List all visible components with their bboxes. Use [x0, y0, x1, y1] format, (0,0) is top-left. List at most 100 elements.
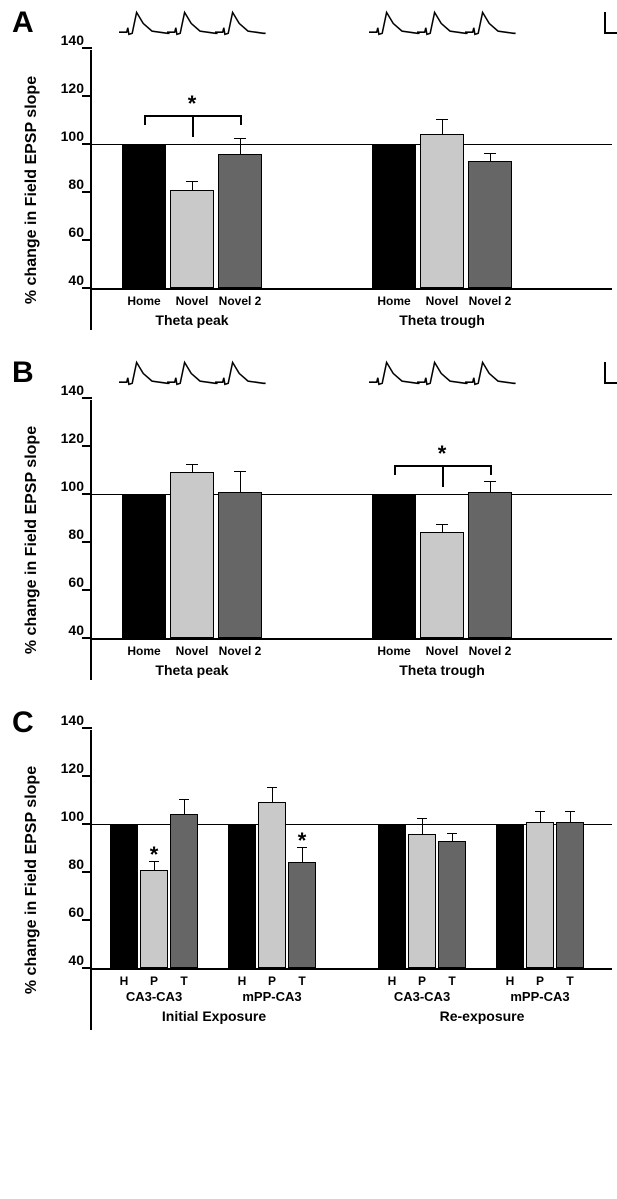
- x-tick-label: H: [120, 974, 129, 988]
- bar: [496, 824, 524, 968]
- y-tick-label: 60: [50, 224, 84, 240]
- bar: [218, 492, 262, 638]
- sig-bracket-leg: [394, 465, 396, 475]
- sig-bracket: [144, 115, 192, 117]
- error-bar: [570, 812, 571, 822]
- sig-bracket: [442, 465, 490, 467]
- panel-a-label: A: [12, 6, 34, 40]
- y-tick-label: 40: [50, 952, 84, 968]
- ylabel-c: % change in Field EPSP slope: [23, 766, 41, 994]
- x-tick-label: P: [536, 974, 544, 988]
- bar: [420, 134, 464, 288]
- error-cap: [436, 524, 448, 525]
- x-tick-label: Home: [127, 644, 160, 658]
- epsp-trace: [215, 8, 270, 41]
- error-bar: [442, 525, 443, 532]
- epsp-trace: [417, 358, 472, 391]
- sig-asterisk: *: [298, 828, 307, 854]
- scale-bar-v: [604, 362, 606, 382]
- bar: [468, 161, 512, 288]
- bar: [468, 492, 512, 638]
- error-cap: [179, 799, 189, 800]
- x-tick-label: Home: [377, 294, 410, 308]
- panel-b-chart: % change in Field EPSP slope 40608010012…: [90, 400, 607, 680]
- epsp-trace: [465, 358, 520, 391]
- y-tick-label: 120: [50, 80, 84, 96]
- y-tick-label: 120: [50, 760, 84, 776]
- x-tick-label: Novel 2: [469, 644, 512, 658]
- x-tick-label: Novel 2: [219, 294, 262, 308]
- bar: [228, 824, 256, 968]
- error-bar: [452, 834, 453, 841]
- x-tick-label: T: [448, 974, 455, 988]
- x-subgroup-label: mPP-CA3: [242, 989, 301, 1004]
- error-cap: [186, 181, 198, 182]
- plot-region-b: 406080100120140HomeNovelNovel 2Theta pea…: [92, 400, 612, 640]
- error-bar: [192, 465, 193, 472]
- x-tick-label: T: [298, 974, 305, 988]
- y-tick-label: 80: [50, 176, 84, 192]
- y-tick-label: 60: [50, 574, 84, 590]
- y-tick-label: 40: [50, 272, 84, 288]
- sig-bracket: [192, 115, 240, 117]
- bar: [526, 822, 554, 968]
- bar: [140, 870, 168, 968]
- y-tick-label: 140: [50, 382, 84, 398]
- bar: [170, 814, 198, 968]
- sig-bracket-leg: [192, 115, 194, 137]
- panel-b: B % change in Field EPSP slope 406080100…: [10, 360, 607, 700]
- error-cap: [484, 481, 496, 482]
- bar: [420, 532, 464, 638]
- sig-bracket: [394, 465, 442, 467]
- epsp-trace: [215, 358, 270, 391]
- bar: [408, 834, 436, 968]
- bar: [372, 144, 416, 288]
- x-tick-label: Novel: [426, 644, 459, 658]
- x-group-label: Theta peak: [155, 312, 228, 328]
- error-bar: [490, 154, 491, 161]
- panel-c: C % change in Field EPSP slope 406080100…: [10, 710, 607, 1090]
- bar: [170, 472, 214, 638]
- ylabel-b: % change in Field EPSP slope: [23, 426, 41, 654]
- error-bar: [272, 788, 273, 802]
- scale-bar-h: [604, 32, 617, 34]
- x-supergroup-label: Initial Exposure: [162, 1008, 266, 1024]
- epsp-trace: [369, 8, 424, 41]
- bar: [110, 824, 138, 968]
- epsp-trace: [167, 8, 222, 41]
- error-cap: [234, 138, 246, 139]
- error-cap: [436, 119, 448, 120]
- bar: [438, 841, 466, 968]
- panel-a-chart: % change in Field EPSP slope 40608010012…: [90, 50, 607, 330]
- error-cap: [267, 787, 277, 788]
- x-subgroup-label: CA3-CA3: [394, 989, 450, 1004]
- sig-bracket-leg: [490, 465, 492, 475]
- x-tick-label: H: [388, 974, 397, 988]
- error-bar: [192, 182, 193, 189]
- x-tick-label: P: [150, 974, 158, 988]
- x-tick-label: Home: [127, 294, 160, 308]
- epsp-trace: [465, 8, 520, 41]
- error-bar: [442, 120, 443, 134]
- y-tick-label: 120: [50, 430, 84, 446]
- epsp-trace: [119, 358, 174, 391]
- x-tick-label: P: [418, 974, 426, 988]
- y-tick-label: 80: [50, 856, 84, 872]
- error-cap: [186, 464, 198, 465]
- plot-region-c: 406080100120140H*PTCA3-CA3HP*TmPP-CA3Ini…: [92, 730, 612, 970]
- bar: [170, 190, 214, 288]
- panel-b-label: B: [12, 356, 34, 390]
- bar: [122, 144, 166, 288]
- sig-asterisk: *: [150, 842, 159, 868]
- x-tick-label: H: [238, 974, 247, 988]
- x-group-label: Theta trough: [399, 312, 485, 328]
- scale-bar-v: [604, 12, 606, 32]
- y-tick-label: 140: [50, 712, 84, 728]
- x-tick-label: Novel 2: [219, 644, 262, 658]
- plot-region-a: 406080100120140HomeNovelNovel 2Theta pea…: [92, 50, 612, 290]
- bar: [372, 494, 416, 638]
- sig-bracket-leg: [240, 115, 242, 125]
- epsp-trace: [369, 358, 424, 391]
- error-bar: [240, 139, 241, 153]
- y-tick-label: 40: [50, 622, 84, 638]
